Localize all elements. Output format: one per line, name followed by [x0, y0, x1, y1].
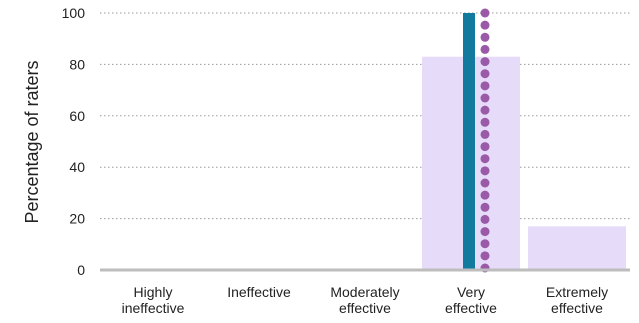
dot-marker [480, 8, 490, 18]
y-axis-ticks: 0 20 40 60 80 100 [62, 5, 86, 278]
dot-marker [480, 69, 490, 79]
dot-marker [480, 142, 490, 152]
y-tick-label: 60 [69, 108, 85, 124]
x-category-label: Moderately effective [330, 284, 399, 316]
dot-marker [480, 154, 490, 164]
dot-marker [480, 117, 490, 127]
x-category-label: Highly ineffective [122, 284, 185, 316]
x-category-label: Very effective [445, 284, 497, 316]
dot-marker [480, 44, 490, 54]
dot-marker [480, 239, 490, 249]
x-category-label: Ineffective [227, 284, 291, 300]
y-tick-label: 100 [62, 5, 86, 21]
dot-marker [480, 32, 490, 42]
y-tick-label: 40 [69, 159, 85, 175]
y-axis-title: Percentage of raters [22, 60, 42, 223]
dot-marker [480, 227, 490, 237]
dot-marker [480, 214, 490, 224]
dot-marker [480, 202, 490, 212]
bar-narrow [463, 13, 475, 270]
y-tick-label: 80 [69, 56, 85, 72]
dot-marker [480, 178, 490, 188]
dot-marker [480, 105, 490, 115]
dot-marker [480, 166, 490, 176]
y-tick-label: 0 [77, 262, 85, 278]
dot-marker [480, 57, 490, 67]
bars [422, 8, 626, 273]
dot-marker [480, 129, 490, 139]
dot-marker [480, 93, 490, 103]
x-axis-labels: Highly ineffective Ineffective Moderately ef… [122, 284, 609, 316]
y-tick-label: 20 [69, 211, 85, 227]
dot-marker [480, 190, 490, 200]
dot-marker [480, 20, 490, 30]
bar [528, 226, 626, 270]
dot-marker [480, 251, 490, 261]
x-category-label: Extremely effective [546, 284, 608, 316]
gridlines [100, 12, 630, 220]
dot-marker [480, 81, 490, 91]
